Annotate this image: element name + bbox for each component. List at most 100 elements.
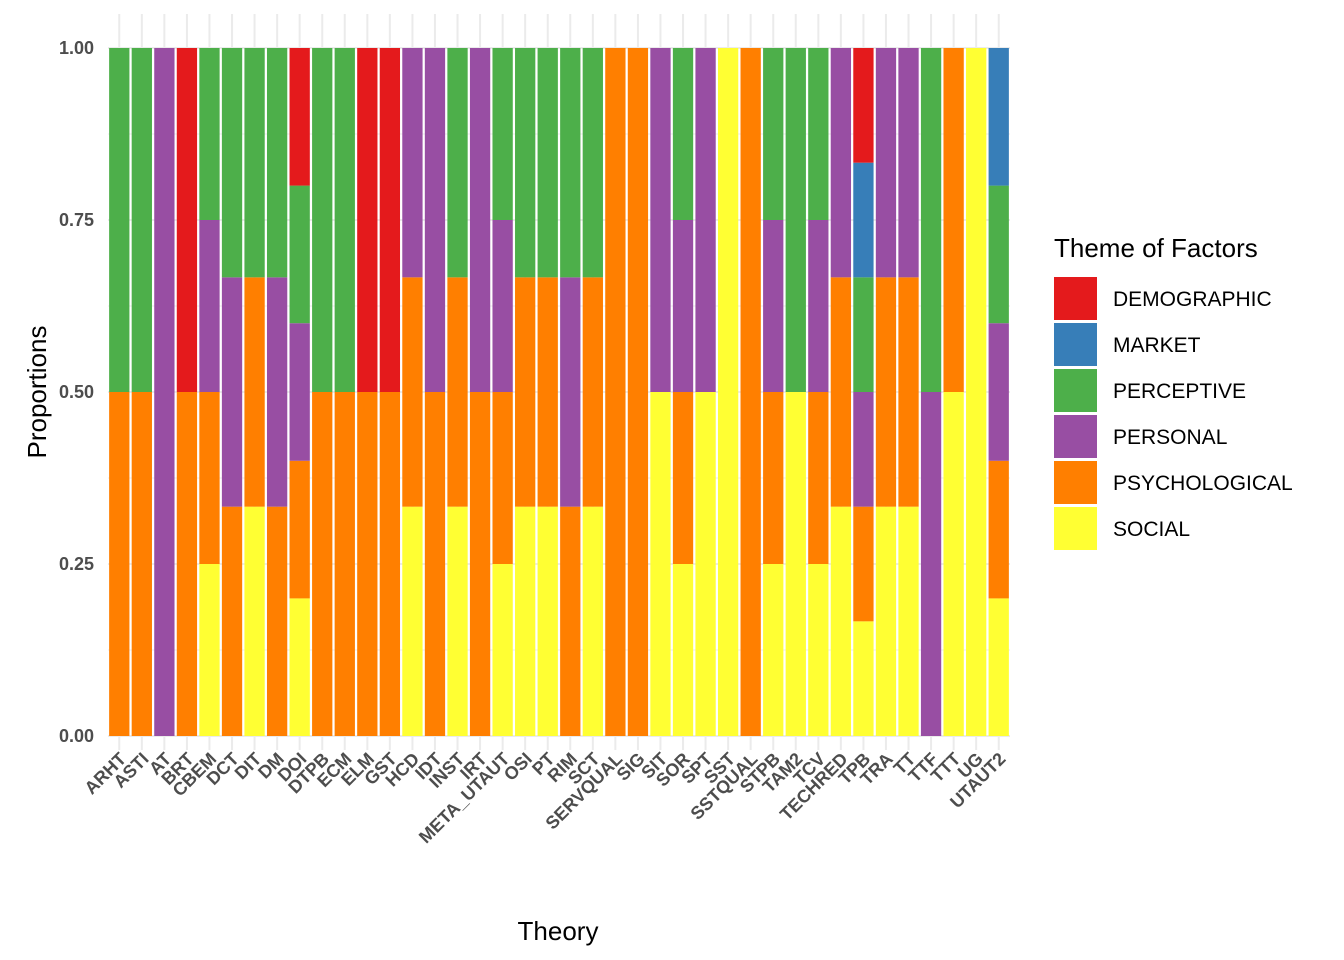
bar-segment	[266, 277, 288, 507]
bar-segment	[289, 323, 310, 461]
bar-segment	[785, 392, 806, 736]
legend-label: SOCIAL	[1113, 518, 1190, 541]
bar-segment	[966, 48, 987, 736]
legend-label: DEMOGRAPHIC	[1113, 288, 1272, 311]
bar-segment	[492, 392, 513, 564]
bar-segment	[334, 48, 355, 392]
y-tick-label: 1.00	[59, 38, 94, 58]
bar-segment	[492, 48, 513, 220]
bar-segment	[402, 277, 423, 507]
bar-segment	[808, 564, 829, 736]
bar-segment	[312, 48, 333, 392]
bar-segment	[266, 48, 288, 278]
bar-segment	[402, 48, 423, 278]
bars	[109, 48, 1009, 736]
bar-segment	[763, 220, 784, 392]
bar-segment	[515, 277, 536, 507]
y-tick-label: 0.75	[59, 210, 94, 230]
bar-segment	[650, 48, 671, 392]
bar-segment	[537, 506, 558, 736]
bar-segment	[763, 48, 784, 220]
bar-segment	[672, 48, 694, 220]
bar-segment	[875, 277, 897, 507]
legend-label: MARKET	[1113, 334, 1201, 357]
bar-segment	[582, 506, 603, 736]
y-axis-ticks: 0.00 0.25 0.50 0.75 1.00	[59, 38, 94, 746]
legend-swatch	[1054, 415, 1097, 458]
bar-segment	[988, 598, 1009, 736]
legend-swatch	[1054, 323, 1097, 366]
bar-segment	[898, 277, 919, 507]
bar-segment	[988, 460, 1009, 599]
bar-segment	[357, 48, 378, 392]
bar-segment	[199, 220, 220, 392]
bar-segment	[582, 48, 603, 278]
bar-segment	[582, 277, 603, 507]
bar-segment	[853, 48, 874, 163]
bar-segment	[988, 48, 1009, 186]
y-axis-title: Proportions	[22, 326, 52, 459]
bar-segment	[537, 277, 558, 507]
bar-segment	[131, 48, 152, 392]
bar-segment	[853, 392, 874, 507]
bar-segment	[469, 48, 491, 392]
bar-segment	[131, 392, 152, 736]
bar-segment	[221, 48, 243, 278]
bar-segment	[424, 48, 446, 392]
bar-segment	[560, 277, 581, 507]
grid	[108, 14, 1010, 750]
legend: Theme of Factors DEMOGRAPHIC MARKET PERCEP…	[1054, 233, 1293, 550]
bar-segment	[402, 506, 423, 736]
bar-segment	[244, 506, 265, 736]
bar-segment	[650, 392, 671, 736]
bar-segment	[740, 48, 761, 736]
bar-segment	[560, 506, 581, 736]
bar-segment	[672, 564, 694, 736]
bar-segment	[763, 392, 784, 564]
bar-segment	[605, 48, 626, 736]
bar-segment	[808, 48, 829, 220]
bar-segment	[289, 48, 310, 186]
bar-segment	[289, 598, 310, 736]
bar-segment	[808, 392, 829, 564]
bar-segment	[672, 392, 694, 564]
bar-segment	[988, 185, 1009, 324]
bar-segment	[221, 277, 243, 507]
legend-swatch	[1054, 461, 1097, 504]
legend-label: PERSONAL	[1113, 426, 1227, 449]
legend-label: PERCEPTIVE	[1113, 380, 1246, 403]
bar-segment	[312, 392, 333, 736]
bar-segment	[199, 48, 220, 220]
bar-segment	[492, 564, 513, 736]
bar-segment	[717, 48, 739, 736]
legend-title: Theme of Factors	[1054, 233, 1258, 263]
bar-segment	[199, 392, 220, 564]
bar-segment	[447, 48, 468, 278]
legend-swatch	[1054, 369, 1097, 412]
bar-segment	[695, 392, 716, 736]
legend-swatch	[1054, 277, 1097, 320]
bar-segment	[763, 564, 784, 736]
bar-segment	[515, 506, 536, 736]
bar-segment	[560, 48, 581, 278]
bar-segment	[830, 48, 852, 278]
bar-segment	[244, 48, 265, 278]
bar-segment	[515, 48, 536, 278]
bar-segment	[785, 48, 806, 392]
y-tick-label: 0.00	[59, 726, 94, 746]
bar-segment	[898, 48, 919, 278]
bar-segment	[289, 185, 310, 324]
bar-segment	[492, 220, 513, 392]
bar-segment	[853, 621, 874, 736]
bar-segment	[244, 277, 265, 507]
bar-segment	[424, 392, 446, 736]
bar-segment	[154, 48, 175, 736]
bar-segment	[176, 48, 198, 392]
bar-segment	[379, 48, 401, 392]
bar-segment	[898, 506, 919, 736]
bar-segment	[853, 162, 874, 278]
bar-segment	[853, 506, 874, 622]
bar-segment	[357, 392, 378, 736]
bar-segment	[176, 392, 198, 736]
